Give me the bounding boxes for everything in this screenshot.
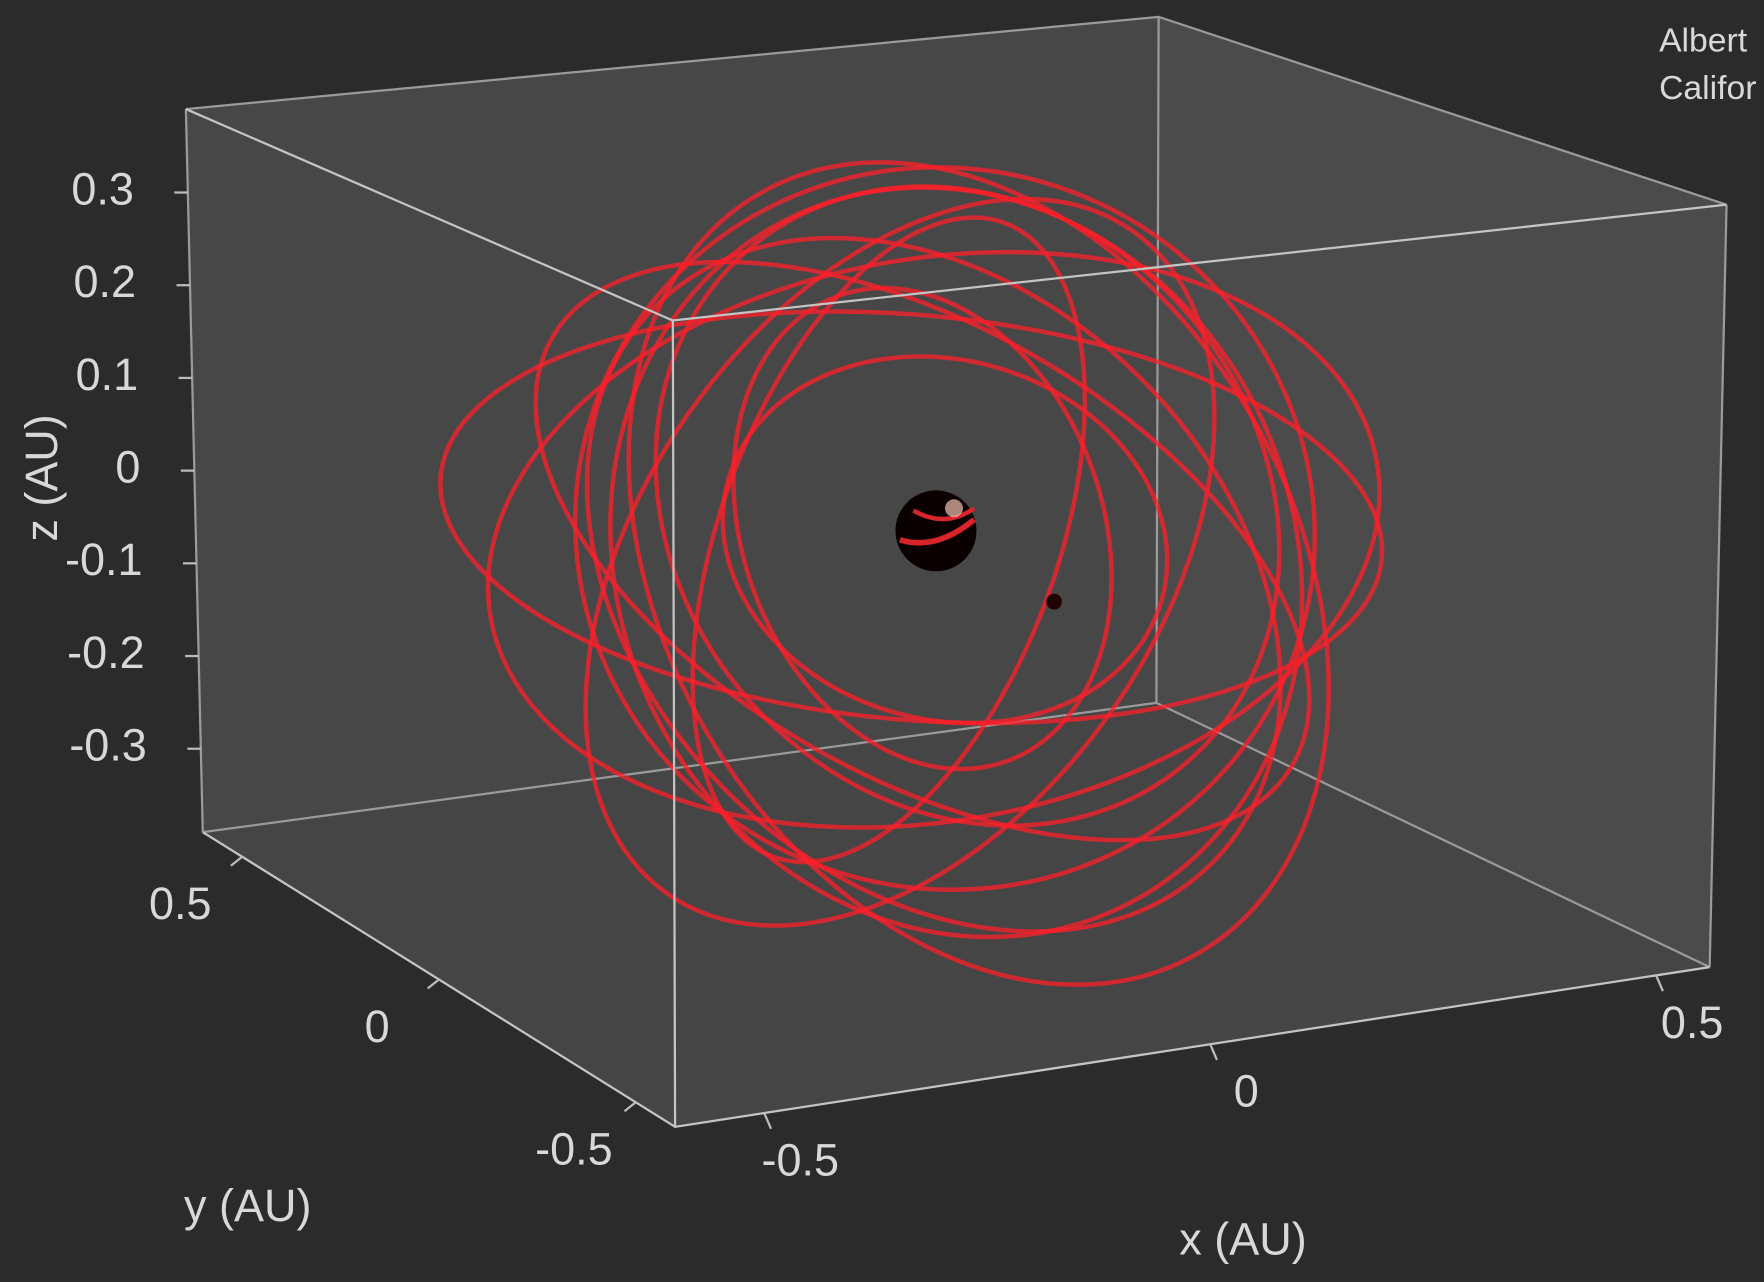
- y-tick-label: 0.5: [149, 878, 212, 929]
- y-tick-label: 0: [365, 1001, 390, 1052]
- box-front-edges: [185, 108, 1727, 1128]
- z-tick-label: 0.3: [71, 163, 134, 214]
- central-body: [895, 490, 1062, 610]
- annotation: Califor: [1659, 69, 1756, 107]
- orbit-trajectories: [438, 160, 1385, 987]
- z-tick-label: 0: [115, 442, 140, 493]
- x-tick: [1209, 1043, 1218, 1061]
- y-tick: [426, 978, 440, 990]
- z-tick-label: 0.1: [76, 349, 139, 400]
- z-tick-label: 0.2: [74, 256, 137, 307]
- x-tick-label: 0.5: [1661, 997, 1724, 1048]
- x-tick: [763, 1112, 773, 1130]
- x-axis-title: x (AU): [1179, 1214, 1306, 1265]
- z-tick-label: -0.1: [65, 534, 143, 585]
- x-tick-label: -0.5: [762, 1135, 840, 1186]
- y-axis-title: y (AU): [184, 1180, 311, 1231]
- z-tick-label: -0.3: [69, 720, 147, 771]
- x-tick-label: 0: [1234, 1066, 1259, 1117]
- floor: [202, 702, 1710, 1127]
- y-tick: [623, 1101, 637, 1113]
- z-axis-title: z (AU): [16, 414, 67, 541]
- y-tick-label: -0.5: [535, 1124, 613, 1175]
- box-back-edges: [184, 15, 1728, 969]
- annotation: Albert: [1659, 22, 1748, 60]
- side-wall: [1156, 16, 1727, 968]
- z-tick-label: -0.2: [67, 627, 145, 678]
- y-tick: [230, 855, 243, 867]
- x-tick: [1655, 974, 1664, 992]
